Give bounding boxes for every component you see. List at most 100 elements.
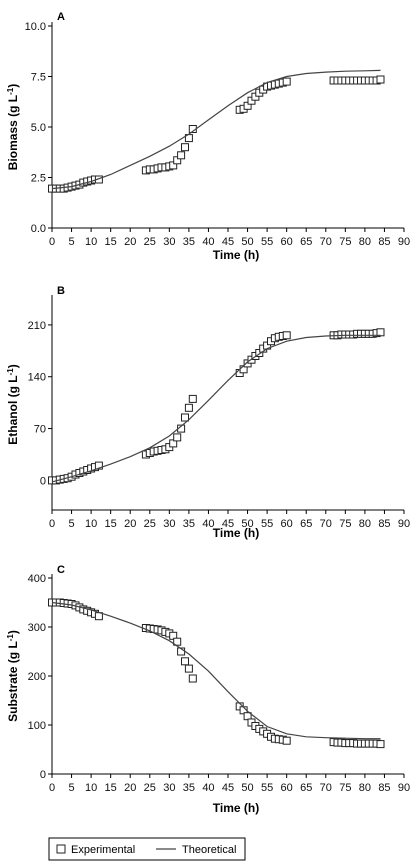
- experimental-point: [173, 637, 182, 646]
- x-tick-label: 5: [68, 236, 74, 248]
- experimental-point: [177, 151, 186, 160]
- legend-experimental-label: Experimental: [71, 844, 135, 856]
- x-tick-label: 35: [183, 782, 195, 794]
- y-tick-label: 210: [28, 320, 46, 332]
- y-tick-label: 10.0: [25, 21, 46, 33]
- panel-letter: C: [57, 564, 65, 576]
- x-tick-label: 25: [144, 782, 156, 794]
- x-axis-label: Time (h): [213, 248, 259, 262]
- x-tick-label: 5: [68, 782, 74, 794]
- panel-letter: B: [57, 285, 65, 297]
- y-axis-label: Biomass (g L-1): [6, 84, 21, 170]
- x-tick-label: 0: [49, 518, 55, 530]
- experimental-point: [181, 143, 189, 152]
- experimental-point: [184, 403, 193, 412]
- x-tick-label: 80: [359, 782, 371, 794]
- x-tick-label: 15: [105, 782, 117, 794]
- x-tick-label: 15: [105, 518, 117, 530]
- x-tick-label: 20: [124, 518, 136, 530]
- legend-theoretical-label: Theoretical: [182, 844, 236, 856]
- x-tick-label: 85: [378, 518, 390, 530]
- x-tick-label: 0: [49, 236, 55, 248]
- y-tick-label: 0: [40, 475, 46, 487]
- x-tick-label: 25: [144, 518, 156, 530]
- legend: Experimental Theoretical: [48, 837, 246, 861]
- x-tick-label: 40: [202, 518, 214, 530]
- experimental-point: [173, 433, 182, 442]
- experimental-point: [181, 413, 189, 422]
- x-tick-label: 75: [339, 236, 351, 248]
- x-tick-label: 60: [281, 518, 293, 530]
- x-tick-label: 35: [183, 518, 195, 530]
- panel-b: B 0 5 10 15 20 25 30 35 40 45 50 55 60 65 70 75 80 85 90 0 70…: [6, 285, 411, 540]
- experimental-point: [188, 674, 197, 683]
- x-tick-label: 60: [281, 236, 293, 248]
- y-tick-label: 200: [28, 671, 46, 683]
- x-tick-label: 25: [144, 236, 156, 248]
- x-tick-label: 45: [222, 782, 234, 794]
- x-tick-label: 45: [222, 518, 234, 530]
- y-tick-label: 300: [28, 622, 46, 634]
- x-tick-label: 80: [359, 236, 371, 248]
- x-tick-label: 55: [261, 782, 273, 794]
- x-tick-label: 20: [124, 236, 136, 248]
- panel-c: C 0 5 10 15 20 25 30 35 40 45 50 55 60 65 70 75 80 85 90 0 10…: [6, 564, 411, 815]
- x-tick-label: 70: [320, 236, 332, 248]
- y-axis-label: Substrate (g L-1): [6, 630, 21, 722]
- chart-panels: A0 5 10 15 20 25 30 35 40 45 50 55 60 65 70 75 80 85 900.0…: [6, 11, 411, 815]
- x-tick-label: 70: [320, 518, 332, 530]
- x-tick-label: 45: [222, 236, 234, 248]
- y-axis-label: Ethanol (g L-1): [6, 364, 21, 444]
- x-tick-label: 65: [300, 782, 312, 794]
- x-tick-label: 75: [339, 518, 351, 530]
- x-tick-label: 55: [261, 236, 273, 248]
- x-axis-label: Time (h): [213, 526, 259, 540]
- x-tick-label: 85: [378, 782, 390, 794]
- y-tick-label: 0: [40, 769, 46, 781]
- x-axis-label: Time (h): [213, 801, 259, 815]
- x-tick-label: 65: [300, 518, 312, 530]
- y-tick-label: 0.0: [31, 223, 46, 235]
- x-tick-label: 10: [85, 782, 97, 794]
- x-tick-label: 85: [378, 236, 390, 248]
- experimental-point: [376, 75, 385, 84]
- x-tick-label: 50: [241, 236, 253, 248]
- y-tick-label: 2.5: [31, 173, 46, 185]
- x-tick-label: 90: [398, 782, 410, 794]
- x-tick-label: 5: [68, 518, 74, 530]
- x-tick-label: 50: [241, 518, 253, 530]
- x-tick-label: 70: [320, 782, 332, 794]
- experimental-point: [181, 657, 189, 666]
- x-tick-label: 0: [49, 782, 55, 794]
- panel-a: A 0 5 10 15 20 25 30 35 40 45 50 55 60 65 70 75 80 85 90 0.0…: [6, 11, 411, 262]
- theoretical-line: [51, 601, 381, 740]
- y-tick-label: 5.0: [31, 122, 46, 134]
- x-tick-label: 50: [241, 782, 253, 794]
- x-tick-label: 15: [105, 236, 117, 248]
- x-tick-label: 10: [85, 236, 97, 248]
- x-tick-label: 80: [359, 518, 371, 530]
- x-tick-label: 30: [163, 236, 175, 248]
- x-tick-label: 10: [85, 518, 97, 530]
- legend-box: [48, 837, 246, 861]
- x-tick-label: 30: [163, 518, 175, 530]
- x-tick-label: 40: [202, 236, 214, 248]
- experimental-point: [282, 736, 291, 745]
- y-tick-label: 400: [28, 573, 46, 585]
- x-tick-label: 20: [124, 782, 136, 794]
- experimental-point: [188, 394, 197, 403]
- x-tick-label: 55: [261, 518, 273, 530]
- x-tick-label: 90: [398, 236, 410, 248]
- experimental-point: [94, 461, 103, 470]
- x-tick-label: 65: [300, 236, 312, 248]
- x-tick-label: 60: [281, 782, 293, 794]
- legend-experimental-marker: [56, 844, 66, 854]
- x-tick-label: 30: [163, 782, 175, 794]
- x-tick-label: 40: [202, 782, 214, 794]
- y-tick-label: 70: [34, 424, 46, 436]
- theoretical-line: [51, 69, 381, 190]
- experimental-point: [282, 77, 291, 86]
- experimental-point: [376, 740, 385, 749]
- x-tick-label: 75: [339, 782, 351, 794]
